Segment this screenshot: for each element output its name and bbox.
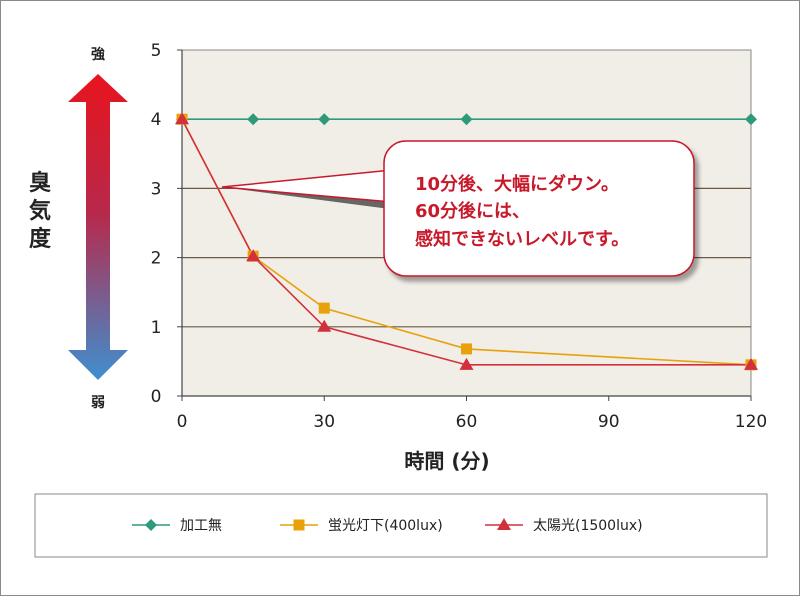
series-1-point xyxy=(247,113,260,126)
svg-text:60分後には、: 60分後には、 xyxy=(415,200,530,222)
series-3-point xyxy=(459,357,474,370)
series-2-point xyxy=(318,302,330,314)
legend-swatch-marker xyxy=(293,519,305,531)
x-tick-label: 60 xyxy=(456,412,478,432)
series-3-point xyxy=(317,319,332,332)
x-tick-label: 120 xyxy=(735,412,767,432)
y-tick-label: 5 xyxy=(151,41,162,61)
legend-item-1: 加工無 xyxy=(132,518,222,534)
legend-label: 蛍光灯下(400lux) xyxy=(328,518,443,534)
series-3-point xyxy=(175,112,189,125)
x-tick-label: 0 xyxy=(177,412,188,432)
y-tick-label: 3 xyxy=(151,179,162,199)
y-tick-label: 2 xyxy=(151,249,162,269)
legend-item-2: 蛍光灯下(400lux) xyxy=(280,518,443,534)
weak-label: 弱 xyxy=(91,395,105,411)
callout-box xyxy=(383,140,695,277)
series-1-point xyxy=(318,113,331,126)
odor-arrow-icon xyxy=(68,74,128,380)
strong-label: 強 xyxy=(91,46,105,63)
callout: 10分後、大幅にダウン。 60分後には、 感知できないレベルです。 xyxy=(221,140,695,277)
series-3-point xyxy=(246,249,261,262)
series-1-point xyxy=(460,113,473,126)
legend: 加工無 蛍光灯下(400lux) 太陽光(1500lux) xyxy=(132,518,643,534)
odor-scale-arrow: 強 弱 xyxy=(68,46,128,411)
y-tick-label: 1 xyxy=(151,318,162,338)
callout-line-1: 10分後、大幅にダウン。 xyxy=(415,173,619,195)
legend-label: 加工無 xyxy=(180,518,222,534)
series-1-point xyxy=(745,113,757,126)
y-tick-label: 4 xyxy=(151,110,162,130)
callout-line-3: 感知できないレベルです。 xyxy=(415,228,629,250)
legend-label: 太陽光(1500lux) xyxy=(533,518,643,534)
svg-text:感知できないレベルです。: 感知できないレベルです。 xyxy=(415,228,629,250)
y-tick-label: 0 xyxy=(151,387,162,407)
series-2-point xyxy=(461,343,472,355)
y-axis-title: 臭気度 xyxy=(29,170,52,252)
x-tick-label: 30 xyxy=(313,412,335,432)
callout-pointer-shadow xyxy=(222,187,390,209)
legend-swatch-marker xyxy=(145,519,157,531)
x-axis-title: 時間 (分) xyxy=(404,449,489,473)
tick-labels: 0 1 2 3 4 5 0 30 60 90 120 xyxy=(151,41,768,432)
callout-line-2: 60分後には、 xyxy=(415,200,530,222)
legend-swatch-marker xyxy=(497,518,511,530)
x-tick-label: 90 xyxy=(598,412,620,432)
series-markers xyxy=(175,112,758,371)
svg-text:10分後、大幅にダウン。: 10分後、大幅にダウン。 xyxy=(415,173,619,195)
series-3-point xyxy=(744,357,758,370)
legend-item-3: 太陽光(1500lux) xyxy=(485,518,643,534)
axes xyxy=(177,49,752,401)
